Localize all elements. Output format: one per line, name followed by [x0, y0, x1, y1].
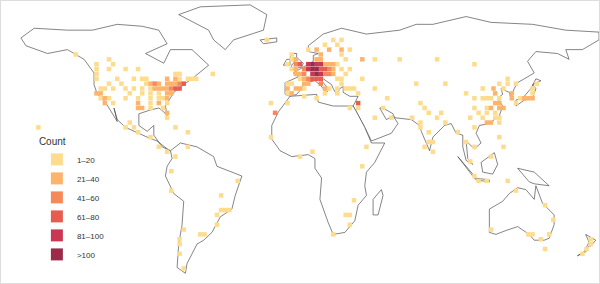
- svg-text:Count: Count: [39, 136, 66, 147]
- svg-text:81–100: 81–100: [77, 232, 104, 241]
- svg-text:61–80: 61–80: [77, 213, 100, 222]
- svg-text:21–40: 21–40: [77, 175, 100, 184]
- svg-text:41–60: 41–60: [77, 194, 100, 203]
- svg-text:1–20: 1–20: [77, 156, 95, 165]
- svg-text:>100: >100: [77, 251, 96, 260]
